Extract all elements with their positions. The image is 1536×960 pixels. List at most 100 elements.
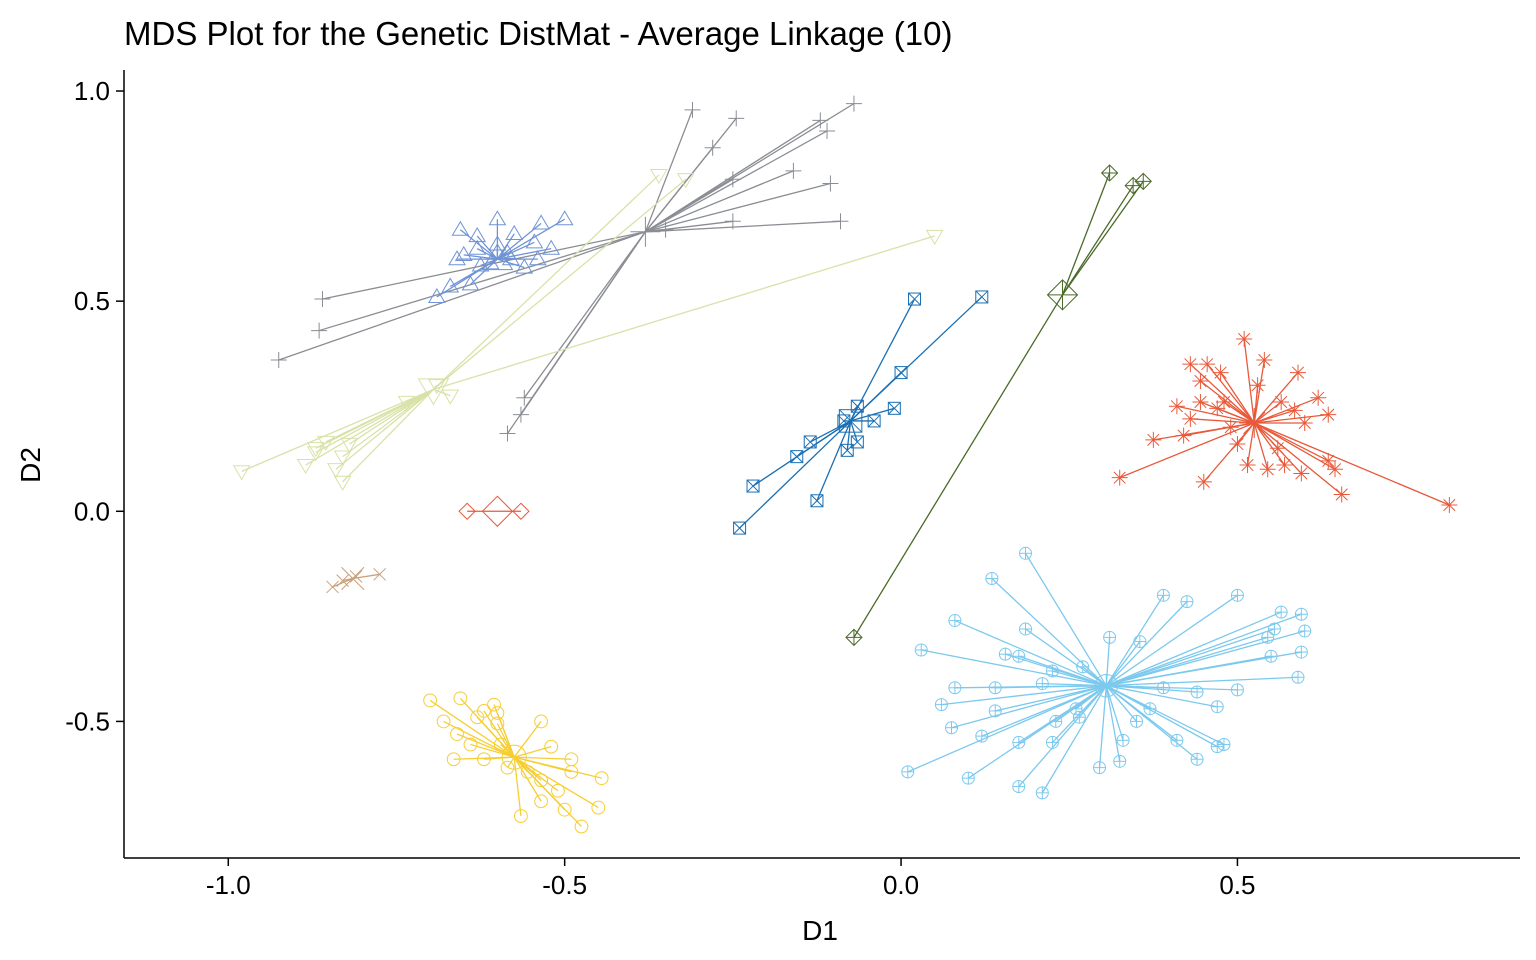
cluster-10-link [1078,685,1107,718]
cluster-7-link [809,420,851,443]
data-point-circle-plus [914,643,928,657]
cluster-8-link [1061,172,1111,296]
cluster-7-link [850,298,916,422]
data-point-triangle-down [333,450,352,466]
cluster-10-link [1105,641,1141,687]
data-point-circle-plus [1230,683,1244,697]
cluster-6-link [483,710,515,758]
cluster-2-link [496,233,515,260]
data-point-asterisk [1293,465,1310,482]
cluster-10-link [1105,685,1124,741]
cluster-1-plus [270,95,862,442]
data-point-asterisk [1182,356,1199,373]
data-point-plus [785,162,802,179]
cluster-2-link [449,258,498,287]
cluster-centroid-plus [630,216,661,247]
chart-title: MDS Plot for the Genetic DistMat - Avera… [124,15,952,52]
cluster-10-link [1105,637,1111,686]
cluster-9-link [1253,372,1299,424]
data-point-circle-plus [1170,733,1184,747]
cluster-9-link [1253,422,1343,495]
data-point-triangle-up [471,256,490,272]
data-point-triangle-up [528,250,547,266]
data-point-square-x [850,435,864,449]
data-point-square-x [894,366,908,380]
data-point-circle [463,737,478,752]
cluster-6-link [513,757,522,817]
data-point-x [349,570,363,583]
data-point-triangle-down [333,475,352,491]
data-point-circle [500,760,515,775]
data-point-circle [514,809,528,823]
data-point-plus [822,175,839,192]
cluster-9-link [1119,422,1255,479]
y-tick-label: 0.5 [74,286,110,316]
data-point-circle [564,764,579,779]
data-point-diamond-plus [1124,176,1142,195]
data-point-circle-plus [1156,681,1170,695]
data-point-circle-plus [1190,752,1204,766]
cluster-6-link [496,712,515,758]
cluster-3-link [315,388,434,454]
data-point-triangle-down [316,435,335,451]
data-point-asterisk [1333,486,1350,503]
data-point-triangle-up [468,239,487,255]
data-point-triangle-down [340,437,359,454]
data-point-plus [812,112,829,129]
cluster-centroid-triangle-down [417,378,450,406]
cluster-6-link [483,756,515,760]
cluster-9-link [1253,422,1286,466]
data-point-circle-plus [1116,733,1130,747]
data-point-circle [450,727,464,741]
data-point-triangle-up [488,235,507,251]
cluster-3-link [342,388,434,483]
data-point-circle [557,802,572,817]
cluster-9-link [1176,405,1255,424]
data-point-triangle-up [461,275,480,291]
cluster-3-link [241,388,434,472]
data-point-circle [436,714,451,729]
cluster-9-link [1190,418,1255,424]
data-point-circle [477,752,491,767]
data-point-circle-plus [985,572,999,586]
cluster-10-link [1105,685,1225,746]
y-tick-label: 0.0 [74,496,110,526]
data-point-circle-plus [1190,685,1204,699]
cluster-10-link [1105,685,1138,722]
data-point-circle-plus [1035,786,1049,800]
cluster-9-asterisk [1111,330,1458,513]
cluster-1-link [278,231,646,361]
data-point-plus [499,425,516,442]
cluster-9-link [1254,413,1329,424]
x-tick-label: -0.5 [542,870,587,900]
data-point-square-x [840,443,854,457]
data-point-plus [728,110,745,127]
data-point-asterisk [1145,431,1162,448]
data-point-circle-plus [1264,649,1278,663]
cluster-centroid-triangle-up [481,243,514,271]
x-tick-label: -1.0 [206,870,251,900]
data-point-triangle-up [525,233,544,249]
cluster-centroid-x [341,566,365,591]
data-point-circle-plus [948,614,962,628]
cluster-10-link [995,685,1107,712]
cluster-1-link [644,109,694,233]
data-point-triangle-down [676,173,695,189]
cluster-10-circle-plus [901,546,1312,800]
cluster-7-link [752,420,851,487]
data-point-plus [314,291,331,308]
cluster-4-diamond [458,495,530,527]
cluster-9-link [1253,422,1269,470]
cluster-10-link [1052,670,1107,687]
cluster-6-link [514,756,602,779]
cluster-3-link [433,178,687,390]
cluster-2-link [497,252,508,260]
data-point-asterisk [1296,415,1313,432]
data-point-circle-plus [1274,605,1288,619]
data-point-circle-plus [988,681,1002,695]
data-point-circle-plus [1180,595,1194,609]
cluster-6-link [513,756,542,802]
cluster-10-link [1105,594,1238,687]
cluster-2-link [497,247,552,260]
cluster-3-link [433,174,660,390]
